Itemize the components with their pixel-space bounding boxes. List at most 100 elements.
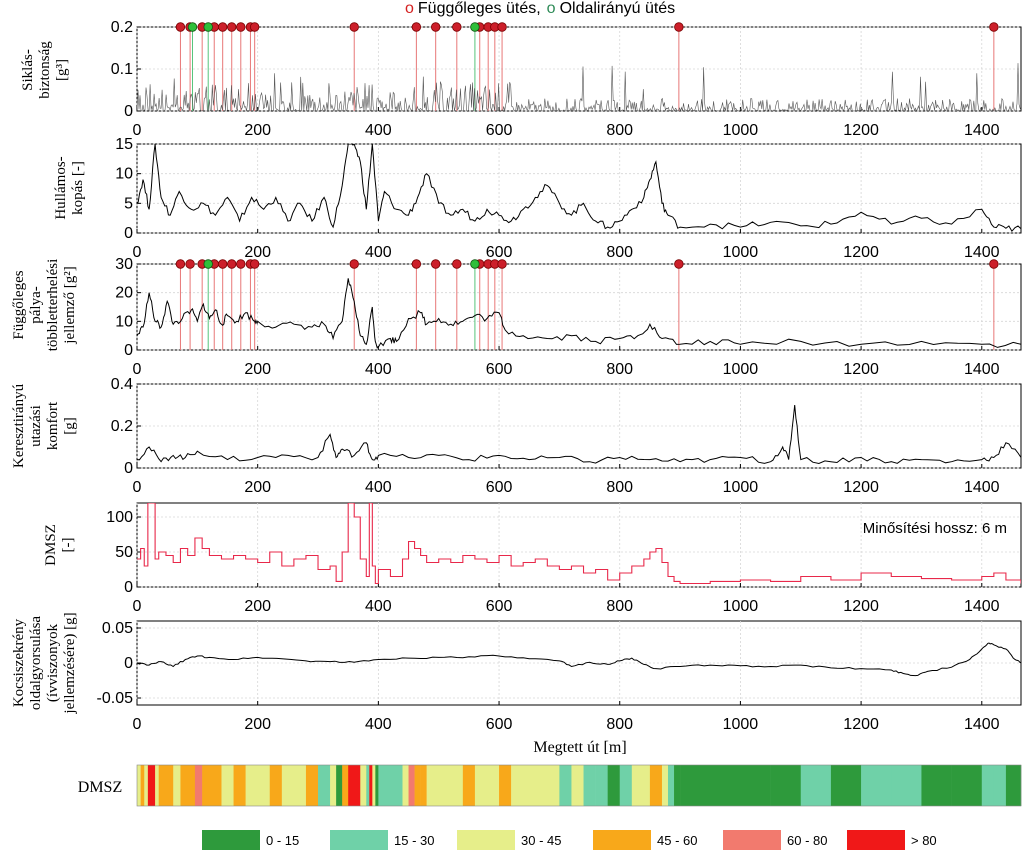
- y-tick-label: 0.4: [111, 376, 133, 393]
- dmsz-segment: [619, 765, 633, 806]
- x-tick-label: 800: [606, 361, 633, 378]
- dmsz-segment: [951, 765, 983, 806]
- dmsz-segment: [462, 765, 476, 806]
- y-axis-label-line: biztonság: [37, 41, 53, 99]
- y-tick-label: 50: [115, 544, 133, 561]
- vertical-impact-marker: [411, 259, 422, 269]
- x-tick-label: 1000: [723, 244, 759, 261]
- dmsz-segment: [318, 765, 331, 806]
- dmsz-segment: [474, 765, 488, 806]
- x-tick-label: 1200: [843, 122, 879, 139]
- legend-swatch: [202, 830, 260, 850]
- series-line: [137, 144, 1021, 233]
- y-axis-label-line: Hullámos-: [53, 156, 69, 219]
- y-axis-label-line: Kocsiszekrény: [11, 618, 27, 707]
- dmsz-segment: [486, 765, 500, 806]
- series-line: [137, 503, 1021, 585]
- dmsz-strip-label: DMSZ: [78, 779, 122, 796]
- legend-swatch: [330, 830, 388, 850]
- dmsz-segment: [535, 765, 548, 806]
- y-tick-label: 0.05: [102, 620, 133, 637]
- dmsz-segment: [140, 765, 145, 806]
- y-tick-label: 10: [115, 313, 133, 330]
- x-tick-label: 200: [244, 361, 271, 378]
- dmsz-segment: [293, 765, 307, 806]
- y-tick-label: 0: [124, 342, 133, 359]
- series-line: [137, 642, 1021, 677]
- dmsz-segment: [655, 765, 663, 806]
- x-tick-label: 1400: [964, 716, 1000, 733]
- dmsz-segment: [360, 765, 367, 806]
- vertical-impact-marker: [175, 259, 186, 269]
- legend-swatch: [723, 830, 781, 850]
- plot-area: [136, 502, 1022, 588]
- x-tick-label: 1200: [843, 361, 879, 378]
- vertical-impact-marker: [674, 22, 684, 32]
- dmsz-segment: [369, 765, 373, 806]
- x-tick-label: 1000: [723, 716, 759, 733]
- legend-label: 30 - 45: [521, 833, 561, 848]
- x-tick-label: 800: [606, 122, 633, 139]
- plot-area: [136, 143, 1022, 234]
- dmsz-segment: [438, 765, 452, 806]
- dmsz-segment: [740, 765, 771, 806]
- y-tick-label: 5: [124, 195, 133, 212]
- y-axis-label-line: többletterhelési: [45, 259, 61, 351]
- vertical-impact-marker: [411, 22, 422, 32]
- dmsz-segment: [330, 765, 337, 806]
- dmsz-segment: [680, 765, 711, 806]
- panel-keresztiranyu_komfort: 0 200 400 600 800 1000 1200 1400 0 0.2 0.4 Kereszti…: [11, 376, 1022, 496]
- dmsz-segment: [187, 765, 196, 806]
- y-tick-label: 0.1: [111, 61, 133, 78]
- dmsz-segment: [402, 765, 409, 806]
- y-axis-label-line: kopás [-]: [70, 161, 86, 215]
- x-tick-label: 0: [133, 361, 142, 378]
- x-tick-label: 800: [606, 598, 633, 615]
- dmsz-segment: [372, 765, 376, 806]
- vertical-impact-marker: [236, 22, 246, 32]
- lateral-impact-marker: [203, 22, 213, 32]
- dmsz-segment: [1005, 765, 1022, 806]
- x-tick-label: 400: [365, 244, 392, 261]
- panel-dmsz: 0 200 400 600 800 1000 1200 1400 0 50 100 DMSZ[-] Mi…: [43, 502, 1022, 615]
- y-axis-label: DMSZ[-]: [43, 524, 76, 566]
- dmsz-segment: [390, 765, 403, 806]
- dmsz-segment: [233, 765, 246, 806]
- y-axis-label-line: [g]: [62, 417, 78, 435]
- color-legend: 0 - 15 15 - 30 30 - 45 45 - 60 60 - 80 > 80: [202, 830, 937, 850]
- y-axis-label-line: oldalgyorsulása: [28, 616, 44, 710]
- vertical-impact-marker: [249, 22, 260, 32]
- x-tick-label: 1200: [843, 244, 879, 261]
- dmsz-segment: [921, 765, 952, 806]
- vertical-impact-marker: [217, 259, 228, 269]
- vertical-impact-marker: [430, 259, 441, 269]
- dmsz-segment: [194, 765, 203, 806]
- x-tick-label: 200: [244, 479, 271, 496]
- y-tick-label: 0: [124, 225, 133, 242]
- y-tick-label: 20: [115, 285, 133, 302]
- panels: 0 200 400 600 800 1000 1200 140000.10.2Siklás-b…: [11, 19, 1022, 733]
- y-axis-label-line: Siklás-: [20, 49, 36, 91]
- dmsz-segment: [631, 765, 645, 806]
- x-tick-label: 1200: [843, 598, 879, 615]
- x-tick-label: 600: [486, 479, 513, 496]
- y-axis-label-line: Keresztirányú: [11, 383, 27, 468]
- dmsz-segment: [257, 765, 271, 806]
- y-axis-label-line: jellemzésére) [g]: [62, 612, 78, 714]
- x-tick-label: 1000: [723, 598, 759, 615]
- dmsz-segment: [511, 765, 524, 806]
- vertical-impact-marker: [227, 22, 237, 32]
- dmsz-segment: [499, 765, 512, 806]
- lateral-impact-legend-label: Oldalirányú ütés: [560, 0, 676, 17]
- vertical-impact-marker: [989, 22, 999, 32]
- lateral-impact-marker: [470, 259, 480, 269]
- legend-label: 0 - 15: [266, 833, 299, 848]
- figure-title: o Függőleges ütés, o Oldalirányú ütés: [405, 0, 675, 17]
- y-tick-label: 10: [115, 166, 133, 183]
- dmsz-segment: [378, 765, 391, 806]
- dmsz-segment: [342, 765, 349, 806]
- x-tick-label: 0: [133, 479, 142, 496]
- vertical-impact-marker: [217, 22, 228, 32]
- x-tick-label: 200: [244, 122, 271, 139]
- x-tick-label: 400: [365, 361, 392, 378]
